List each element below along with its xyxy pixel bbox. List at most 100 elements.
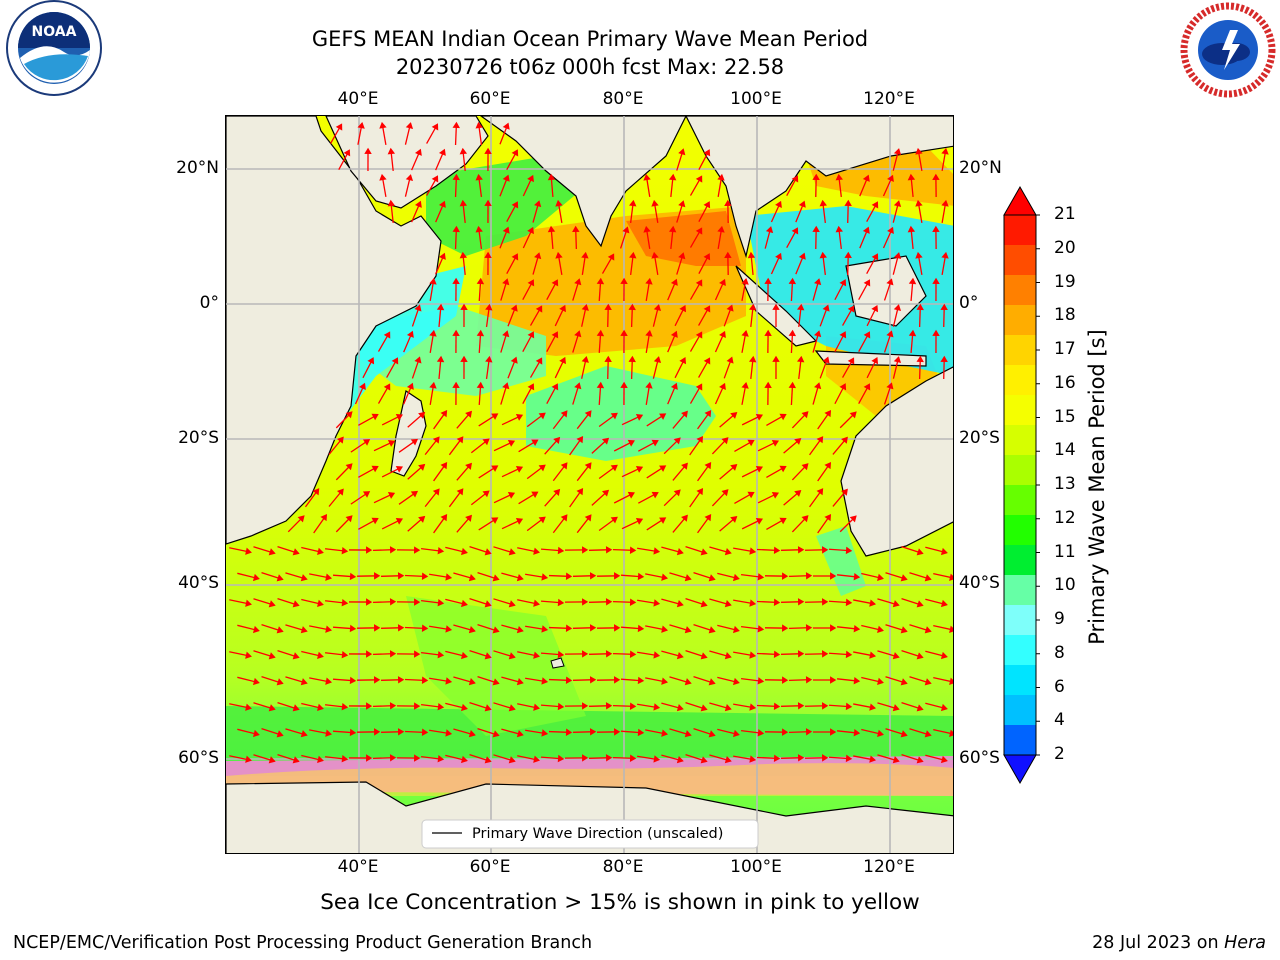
wave-arrow-head xyxy=(406,330,414,338)
wave-arrow-head xyxy=(572,225,580,233)
wave-arrow-head xyxy=(527,383,535,391)
wave-arrow-head xyxy=(475,225,483,233)
wave-arrow-head xyxy=(730,464,738,471)
wave-arrow-head xyxy=(387,440,396,447)
wave-arrow-head xyxy=(732,729,740,738)
land-antarctica xyxy=(226,781,953,853)
wave-arrow-head xyxy=(704,462,712,470)
wave-arrow-head xyxy=(589,728,597,736)
lat-tick-left: 60°S xyxy=(178,748,219,768)
wave-arrow-head xyxy=(605,546,613,554)
wave-arrow-head xyxy=(653,599,661,607)
wave-arrow-head xyxy=(726,304,734,312)
wave-arrow-head xyxy=(794,490,802,497)
wave-arrow-head xyxy=(476,277,485,285)
wave-arrow-head xyxy=(574,330,582,338)
wave-arrow-head xyxy=(651,199,659,207)
colorbar-over-triangle xyxy=(1003,185,1037,216)
wave-arrow-head xyxy=(389,598,397,606)
wave-arrow-head xyxy=(724,199,732,207)
wave-arrow-head xyxy=(531,439,539,447)
wave-arrow-head xyxy=(582,702,589,710)
wave-arrow-head xyxy=(565,676,573,684)
wave-arrow-head xyxy=(915,147,923,155)
lon-tick-top: 120°E xyxy=(863,89,915,109)
colorbar-label: Primary Wave Mean Period [s] xyxy=(1085,329,1109,645)
wave-arrow-head xyxy=(678,148,686,156)
wave-arrow-head xyxy=(695,227,703,235)
wave-arrow-head xyxy=(741,277,749,285)
wave-arrow-head xyxy=(366,754,373,762)
wave-arrow-head xyxy=(325,573,333,581)
wave-arrow-head xyxy=(916,355,924,363)
wave-arrow-head xyxy=(349,624,357,633)
wave-arrow-head xyxy=(414,356,422,364)
wave-arrow-head xyxy=(791,227,799,235)
wave-arrow-head xyxy=(379,121,387,129)
wave-arrow-head xyxy=(371,465,379,473)
wave-arrow-head xyxy=(651,491,659,499)
wave-arrow-head xyxy=(541,677,549,685)
lat-tick-right: 0° xyxy=(959,293,979,313)
wave-arrow-head xyxy=(703,149,711,157)
wave-arrow-head xyxy=(343,149,351,157)
wave-arrow-head xyxy=(574,382,582,390)
wave-arrow-head xyxy=(438,200,446,208)
wave-arrow-head xyxy=(824,513,832,522)
wave-arrow-head xyxy=(824,461,832,470)
wave-arrow-head xyxy=(773,754,781,763)
wave-arrow-head xyxy=(300,730,308,738)
wave-arrow-head xyxy=(788,277,797,285)
wave-arrow-head xyxy=(414,754,421,762)
wave-arrow-head xyxy=(695,331,703,339)
colorbar-segment xyxy=(1004,485,1036,516)
wave-arrow-head xyxy=(387,147,396,155)
wave-arrow-head xyxy=(724,251,732,259)
wave-arrow-head xyxy=(629,598,637,606)
wave-arrow-head xyxy=(668,173,677,181)
period-zone-bay-of-bengal-peak xyxy=(626,211,741,266)
wave-arrow-head xyxy=(814,330,822,338)
colorbar-tick-label: 14 xyxy=(1054,440,1076,461)
wave-arrow-head xyxy=(465,410,472,418)
wave-arrow-head xyxy=(508,600,516,608)
wave-arrow-head xyxy=(704,410,712,418)
wave-arrow-head xyxy=(555,199,563,207)
wave-arrow-head xyxy=(941,199,949,207)
wave-arrow-head xyxy=(645,329,653,337)
wave-arrow-head xyxy=(276,678,284,686)
wave-arrow-head xyxy=(721,489,729,497)
wave-arrow-head xyxy=(362,439,371,446)
wave-arrow-head xyxy=(461,703,468,712)
wave-arrow-head xyxy=(405,174,414,181)
wave-arrow-head xyxy=(484,548,492,556)
wave-arrow-head xyxy=(940,303,948,311)
wave-arrow-head xyxy=(924,730,932,738)
wave-arrow-head xyxy=(643,173,651,181)
wave-arrow-head xyxy=(779,413,787,421)
wave-arrow-head xyxy=(741,329,749,337)
wave-arrow-head xyxy=(389,546,397,554)
colorbar-segment xyxy=(1004,695,1036,726)
wave-arrow-head xyxy=(812,225,820,233)
wave-arrow-head xyxy=(869,703,877,711)
wave-arrow-head xyxy=(821,702,829,710)
wave-arrow-head xyxy=(268,756,276,764)
wave-arrow-head xyxy=(916,303,924,311)
wave-arrow-head xyxy=(822,304,830,312)
wave-arrow-head xyxy=(821,754,829,762)
wave-arrow-head xyxy=(456,436,464,444)
wave-arrow-head xyxy=(659,465,667,472)
wave-arrow-head xyxy=(900,574,908,582)
wave-arrow-head xyxy=(824,409,832,418)
wave-arrow-head xyxy=(700,548,708,556)
wave-arrow-head xyxy=(421,728,429,736)
wave-arrow-head xyxy=(468,730,476,738)
wave-arrow-head xyxy=(798,252,806,260)
wave-arrow-head xyxy=(877,677,884,686)
wave-arrow-head xyxy=(704,514,712,522)
wave-arrow-head xyxy=(604,355,612,363)
wave-arrow-head xyxy=(916,704,924,712)
wave-arrow-head xyxy=(607,253,615,261)
wave-arrow-head xyxy=(747,251,756,259)
